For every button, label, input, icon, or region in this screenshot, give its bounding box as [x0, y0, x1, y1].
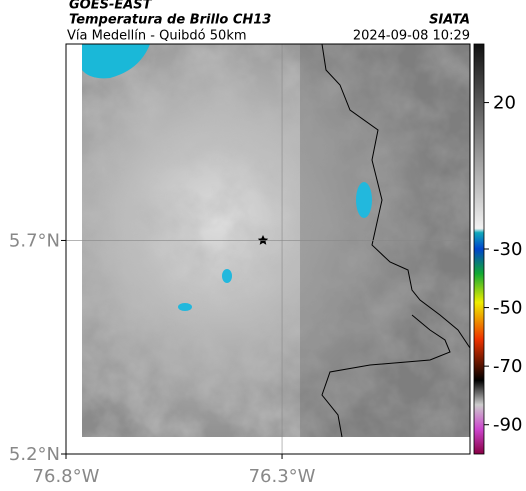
map-frame: [65, 43, 471, 455]
lat-tick-label: 5.7°N: [9, 230, 60, 251]
colorbar-tick-label: -70: [493, 356, 522, 377]
org: SIATA: [429, 13, 470, 28]
satellite: GOES-EAST: [69, 0, 153, 13]
region: Vía Medellín - Quibdó 50km: [67, 29, 247, 44]
colorbar: [473, 43, 485, 455]
location-marker: [257, 235, 269, 245]
lon-tick-label: 76.8°W: [33, 466, 100, 487]
colorbar-tick-label: -50: [493, 298, 522, 319]
colorbar-tick-label: -30: [493, 239, 522, 260]
lat-tick-label: 5.2°N: [9, 444, 60, 465]
colorbar-tick-label: -90: [493, 415, 522, 436]
product: Temperatura de Brillo CH13: [69, 13, 271, 28]
lon-tick-label: 76.3°W: [249, 466, 316, 487]
colorbar-tick-label: 20: [493, 93, 516, 114]
timestamp: 2024-09-08 10:29: [353, 29, 470, 44]
